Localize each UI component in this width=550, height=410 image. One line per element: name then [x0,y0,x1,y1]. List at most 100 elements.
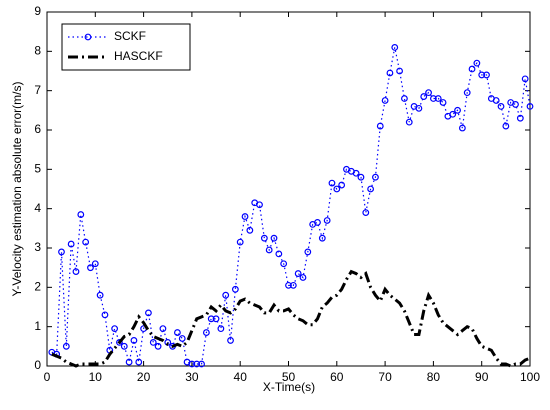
marker [87,264,94,272]
marker [318,234,326,242]
x-tick-label: 30 [185,370,199,384]
legend-marker [84,33,92,41]
marker [367,185,375,193]
marker [198,360,205,368]
y-tick-label: 4 [34,201,41,215]
marker [463,89,471,97]
marker [405,118,413,126]
marker [478,71,486,79]
legend-label: HASCKF [114,49,163,63]
marker [178,335,186,342]
marker [227,337,234,344]
marker [154,342,162,350]
series-line [51,269,531,368]
marker [246,226,254,234]
x-tick-label: 70 [378,370,392,384]
marker [125,358,133,366]
marker [265,246,273,254]
marker [401,95,408,102]
marker [434,95,442,102]
marker [149,339,157,346]
x-tick-label: 40 [234,370,248,384]
marker [58,248,65,256]
marker [314,219,321,226]
x-tick-label: 20 [137,370,151,384]
marker [130,337,138,344]
marker [449,110,457,118]
y-axis-label: Y-Velocity estimation absolute error(m/s… [10,82,24,297]
marker [473,59,481,67]
marker [391,44,399,51]
marker [222,291,230,299]
marker [82,238,90,246]
marker [521,75,529,83]
marker [425,89,432,97]
marker [357,173,365,181]
marker [236,238,244,246]
x-tick-label: 60 [330,370,344,384]
marker [101,311,109,319]
marker [256,201,263,209]
marker [304,248,312,256]
marker [285,281,292,289]
y-tick-label: 6 [34,122,41,136]
marker [483,71,490,79]
marker [91,260,99,268]
marker [270,234,278,242]
x-tick-label: 100 [520,370,540,384]
marker [415,104,423,112]
marker [323,217,331,224]
x-tick-label: 10 [89,370,103,384]
x-tick-label: 80 [427,370,441,384]
marker [188,360,196,368]
y-tick-label: 2 [34,280,41,294]
legend-box [61,23,191,71]
x-tick-label: 0 [44,370,51,384]
marker [145,309,152,317]
y-tick-label: 0 [34,358,41,372]
marker [512,101,519,108]
y-tick-label: 7 [34,83,41,97]
marker [492,97,500,104]
marker [328,179,336,187]
marker [338,181,346,189]
marker [362,209,370,217]
marker [516,114,524,122]
marker [217,325,225,333]
marker [275,250,283,258]
marker [96,291,104,299]
y-tick-label: 1 [34,319,41,333]
marker [116,339,123,346]
legend-label: SCKF [114,29,146,43]
marker [159,325,167,333]
marker [497,102,505,110]
marker [111,325,119,333]
marker [120,342,128,350]
marker [289,281,297,289]
marker [241,213,249,220]
marker [439,99,447,106]
marker [174,329,181,336]
marker [135,358,143,366]
y-tick-label: 3 [34,240,41,254]
marker [294,270,302,277]
y-tick-label: 8 [34,44,41,58]
marker [386,69,394,77]
marker [67,240,75,248]
marker [202,329,210,336]
marker [352,169,360,177]
marker [62,342,70,350]
marker [526,102,534,110]
marker [458,124,466,132]
marker [372,173,379,181]
marker [231,285,239,293]
legend: SCKF HASCKF [61,23,191,71]
x-tick-label: 50 [282,370,296,384]
x-tick-label: 90 [475,370,489,384]
marker [280,260,288,268]
marker [376,122,384,130]
y-tick-label: 5 [34,162,41,176]
marker [260,234,268,242]
marker [193,360,201,368]
